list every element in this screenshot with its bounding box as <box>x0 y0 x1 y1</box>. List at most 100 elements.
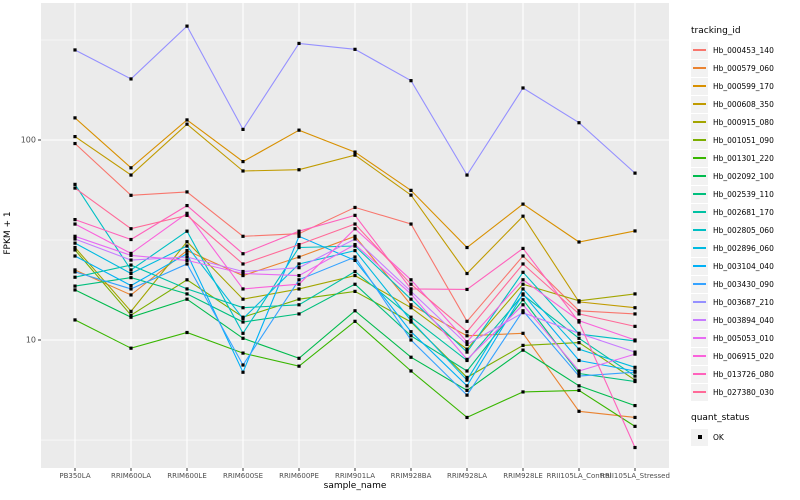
data-point <box>409 369 413 373</box>
data-point <box>353 282 357 286</box>
legend-item-Hb_003104_040: Hb_003104_040 <box>691 257 799 275</box>
x-tick-label: RRIM600SE <box>223 472 263 480</box>
data-point <box>73 234 77 238</box>
data-point <box>185 118 189 122</box>
legend-key-swatch <box>691 41 708 59</box>
data-point <box>129 284 133 288</box>
data-point <box>73 237 77 241</box>
data-point <box>73 186 77 190</box>
data-point <box>577 388 581 392</box>
x-tick-label: RRIM600LA <box>111 472 151 480</box>
data-point <box>129 251 133 256</box>
legend-item-Hb_003430_090: Hb_003430_090 <box>691 275 799 293</box>
legend-item-Hb_000579_060: Hb_000579_060 <box>691 59 799 77</box>
x-tick-label: RRIM928LA <box>447 472 487 480</box>
data-point <box>129 315 133 319</box>
legend-key-point <box>697 435 702 439</box>
data-point <box>633 324 637 328</box>
legend-item-label: Hb_000608_350 <box>713 99 774 109</box>
legend-key-swatch <box>691 239 708 257</box>
data-point <box>409 319 413 323</box>
data-point <box>521 214 525 218</box>
data-point <box>577 358 581 363</box>
data-point <box>185 262 189 266</box>
legend-item-label: Hb_005053_010 <box>713 333 774 343</box>
data-point <box>353 319 357 323</box>
data-point <box>297 262 301 266</box>
data-point <box>353 205 357 210</box>
data-point <box>577 336 581 340</box>
data-point <box>297 229 301 233</box>
legend-item-Hb_000453_140: Hb_000453_140 <box>691 41 799 59</box>
x-tick-label: RRIM928LE <box>503 472 543 480</box>
legend-key-line <box>693 355 706 357</box>
data-point <box>129 263 133 267</box>
data-point <box>185 297 189 301</box>
legend-key-line <box>693 157 706 159</box>
data-point <box>129 276 133 280</box>
data-point <box>241 273 245 278</box>
data-point <box>73 141 77 146</box>
data-point <box>73 288 77 292</box>
data-point <box>633 229 637 233</box>
data-point <box>297 312 301 316</box>
legend-key-swatch <box>691 347 708 365</box>
data-point <box>241 127 245 131</box>
legend-key-swatch <box>691 329 708 347</box>
data-point <box>521 86 525 90</box>
data-point <box>465 350 469 354</box>
data-point <box>73 270 77 274</box>
data-point <box>577 121 581 125</box>
legend-item-label: Hb_002092_100 <box>713 171 774 181</box>
data-point <box>521 348 525 352</box>
data-point <box>185 248 189 253</box>
data-point <box>185 122 189 126</box>
data-point <box>409 303 413 307</box>
data-point <box>577 371 581 376</box>
data-point <box>297 278 301 282</box>
data-point <box>73 182 77 186</box>
data-point <box>129 77 133 81</box>
legend-key-swatch <box>691 113 708 131</box>
legend-key-swatch <box>691 131 708 149</box>
data-point <box>241 287 245 291</box>
data-point <box>129 227 133 231</box>
data-point <box>73 284 77 288</box>
data-point <box>465 378 469 382</box>
data-point <box>521 254 525 258</box>
data-point <box>353 227 357 231</box>
data-point <box>353 234 357 238</box>
data-point <box>577 309 581 313</box>
legend-item-label: Hb_006915_020 <box>713 351 774 361</box>
data-point <box>185 213 189 217</box>
legend-key-swatch <box>691 203 708 221</box>
data-point <box>185 24 189 28</box>
data-point <box>297 245 301 250</box>
data-point <box>73 268 77 272</box>
data-point <box>633 171 637 175</box>
legend-key-line <box>693 85 706 87</box>
data-point <box>297 356 301 360</box>
data-point <box>185 258 189 263</box>
data-point <box>633 350 637 354</box>
data-point <box>73 241 77 245</box>
data-point <box>241 269 245 274</box>
legend-key-swatch <box>691 275 708 293</box>
data-point <box>577 299 581 303</box>
data-point <box>129 253 133 257</box>
legend-key-line <box>693 391 706 393</box>
legend-item-label: Hb_001301_220 <box>713 153 774 163</box>
data-point <box>297 273 301 278</box>
legend-key-line <box>693 193 706 195</box>
data-point <box>521 343 525 347</box>
x-tick-label: RRII105LA_Stressed <box>600 472 670 480</box>
data-point <box>297 282 301 286</box>
y-axis-title: FPKM + 1 <box>3 211 13 255</box>
legend-item-Hb_003894_040: Hb_003894_040 <box>691 311 799 329</box>
data-point <box>633 306 637 310</box>
legend-item-label: Hb_002805_060 <box>713 225 774 235</box>
data-point <box>521 390 525 394</box>
legend-key-line <box>693 337 706 339</box>
data-point <box>465 245 469 250</box>
